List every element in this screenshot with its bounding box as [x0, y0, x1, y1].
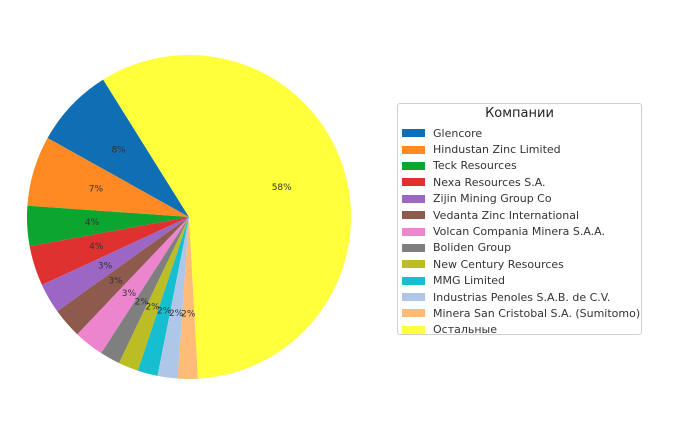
legend-swatch	[402, 243, 425, 252]
legend-label: Industrias Penoles S.A.B. de C.V.	[433, 290, 611, 304]
pie-slice	[77, 217, 189, 354]
legend-entry: Boliden Group	[402, 240, 640, 256]
legend-swatch	[402, 161, 425, 170]
pie-slice	[103, 55, 351, 379]
legend-label: Nexa Resources S.A.	[433, 175, 546, 189]
legend-entry: Nexa Resources S.A.	[402, 174, 640, 190]
legend-entry: Teck Resources	[402, 158, 640, 174]
legend-swatch	[402, 227, 425, 236]
pie-slice	[157, 217, 189, 379]
legend-entry: Glencore	[402, 125, 640, 141]
legend-label: MMG Limited	[433, 274, 506, 288]
legend-swatch	[402, 145, 425, 154]
pie-percent-labels: 8%7%4%4%3%3%3%2%2%2%2%2%58%	[85, 146, 292, 320]
pie-slice	[57, 217, 189, 335]
legend-label: Volcan Compania Minera S.A.A.	[433, 225, 606, 239]
legend-swatch	[402, 194, 425, 203]
legend-label: Vedanta Zinc International	[433, 208, 579, 222]
legend-entry: Остальные	[402, 322, 640, 338]
pie-percent-label: 58%	[272, 183, 292, 193]
legend-label: Hindustan Zinc Limited	[433, 143, 561, 157]
pie-percent-label: 3%	[108, 276, 123, 286]
legend-title: Компании	[485, 106, 554, 121]
pie-slice	[27, 137, 189, 217]
legend-swatch	[402, 325, 425, 334]
legend-label: Boliden Group	[433, 241, 512, 255]
legend-label: Zijin Mining Group Co	[433, 192, 552, 206]
pie-percent-label: 3%	[98, 261, 113, 271]
legend-label: Teck Resources	[433, 159, 517, 173]
legend-entry: MMG Limited	[402, 273, 640, 289]
pie-slice	[101, 217, 189, 364]
pie-percent-label: 7%	[89, 185, 104, 195]
legend-entry: Zijin Mining Group Co	[402, 191, 640, 207]
legend-label: Glencore	[433, 126, 483, 140]
legend-entry: Vedanta Zinc International	[402, 207, 640, 223]
pie-percent-label: 2%	[157, 307, 172, 317]
legend-label: New Century Resources	[433, 257, 564, 271]
legend-entry: Minera San Cristobal S.A. (Sumitomo)	[402, 305, 640, 321]
legend-label: Minera San Cristobal S.A. (Sumitomo)	[433, 306, 641, 320]
pie-percent-label: 2%	[145, 303, 160, 313]
legend-entries: Glencore Hindustan Zinc Limited Teck Resou…	[402, 125, 640, 338]
legend-entry: Hindustan Zinc Limited	[402, 141, 640, 157]
legend-swatch	[402, 211, 425, 220]
pie-slice	[41, 217, 189, 312]
pie-slice	[177, 217, 199, 380]
pie-slice	[119, 217, 189, 371]
legend-entry: Volcan Compania Minera S.A.A.	[402, 223, 640, 239]
legend-entry: Industrias Penoles S.A.B. de C.V.	[402, 289, 640, 305]
legend-swatch	[402, 260, 425, 269]
legend: Компании Glencore Hindustan Zinc Limited T…	[397, 103, 642, 338]
pie-percent-label: 8%	[111, 146, 126, 156]
pie-percent-label: 4%	[85, 218, 100, 228]
pie-percent-label: 2%	[134, 297, 149, 307]
pie-percent-label: 3%	[122, 289, 137, 299]
pie-slice	[26, 205, 190, 247]
legend-swatch	[402, 293, 425, 302]
pie-slices	[26, 55, 351, 380]
legend-label: Остальные	[433, 323, 498, 337]
legend-swatch	[402, 178, 425, 187]
legend-entry: New Century Resources	[402, 256, 640, 272]
pie-percent-label: 2%	[169, 309, 184, 319]
pie-slice	[47, 79, 190, 218]
legend-swatch	[402, 129, 425, 138]
legend-swatch	[402, 276, 425, 285]
pie-slice	[137, 217, 189, 376]
pie-percent-label: 2%	[181, 310, 196, 320]
pie-percent-label: 4%	[89, 242, 104, 252]
pie-slice	[29, 217, 189, 285]
legend-swatch	[402, 309, 425, 318]
